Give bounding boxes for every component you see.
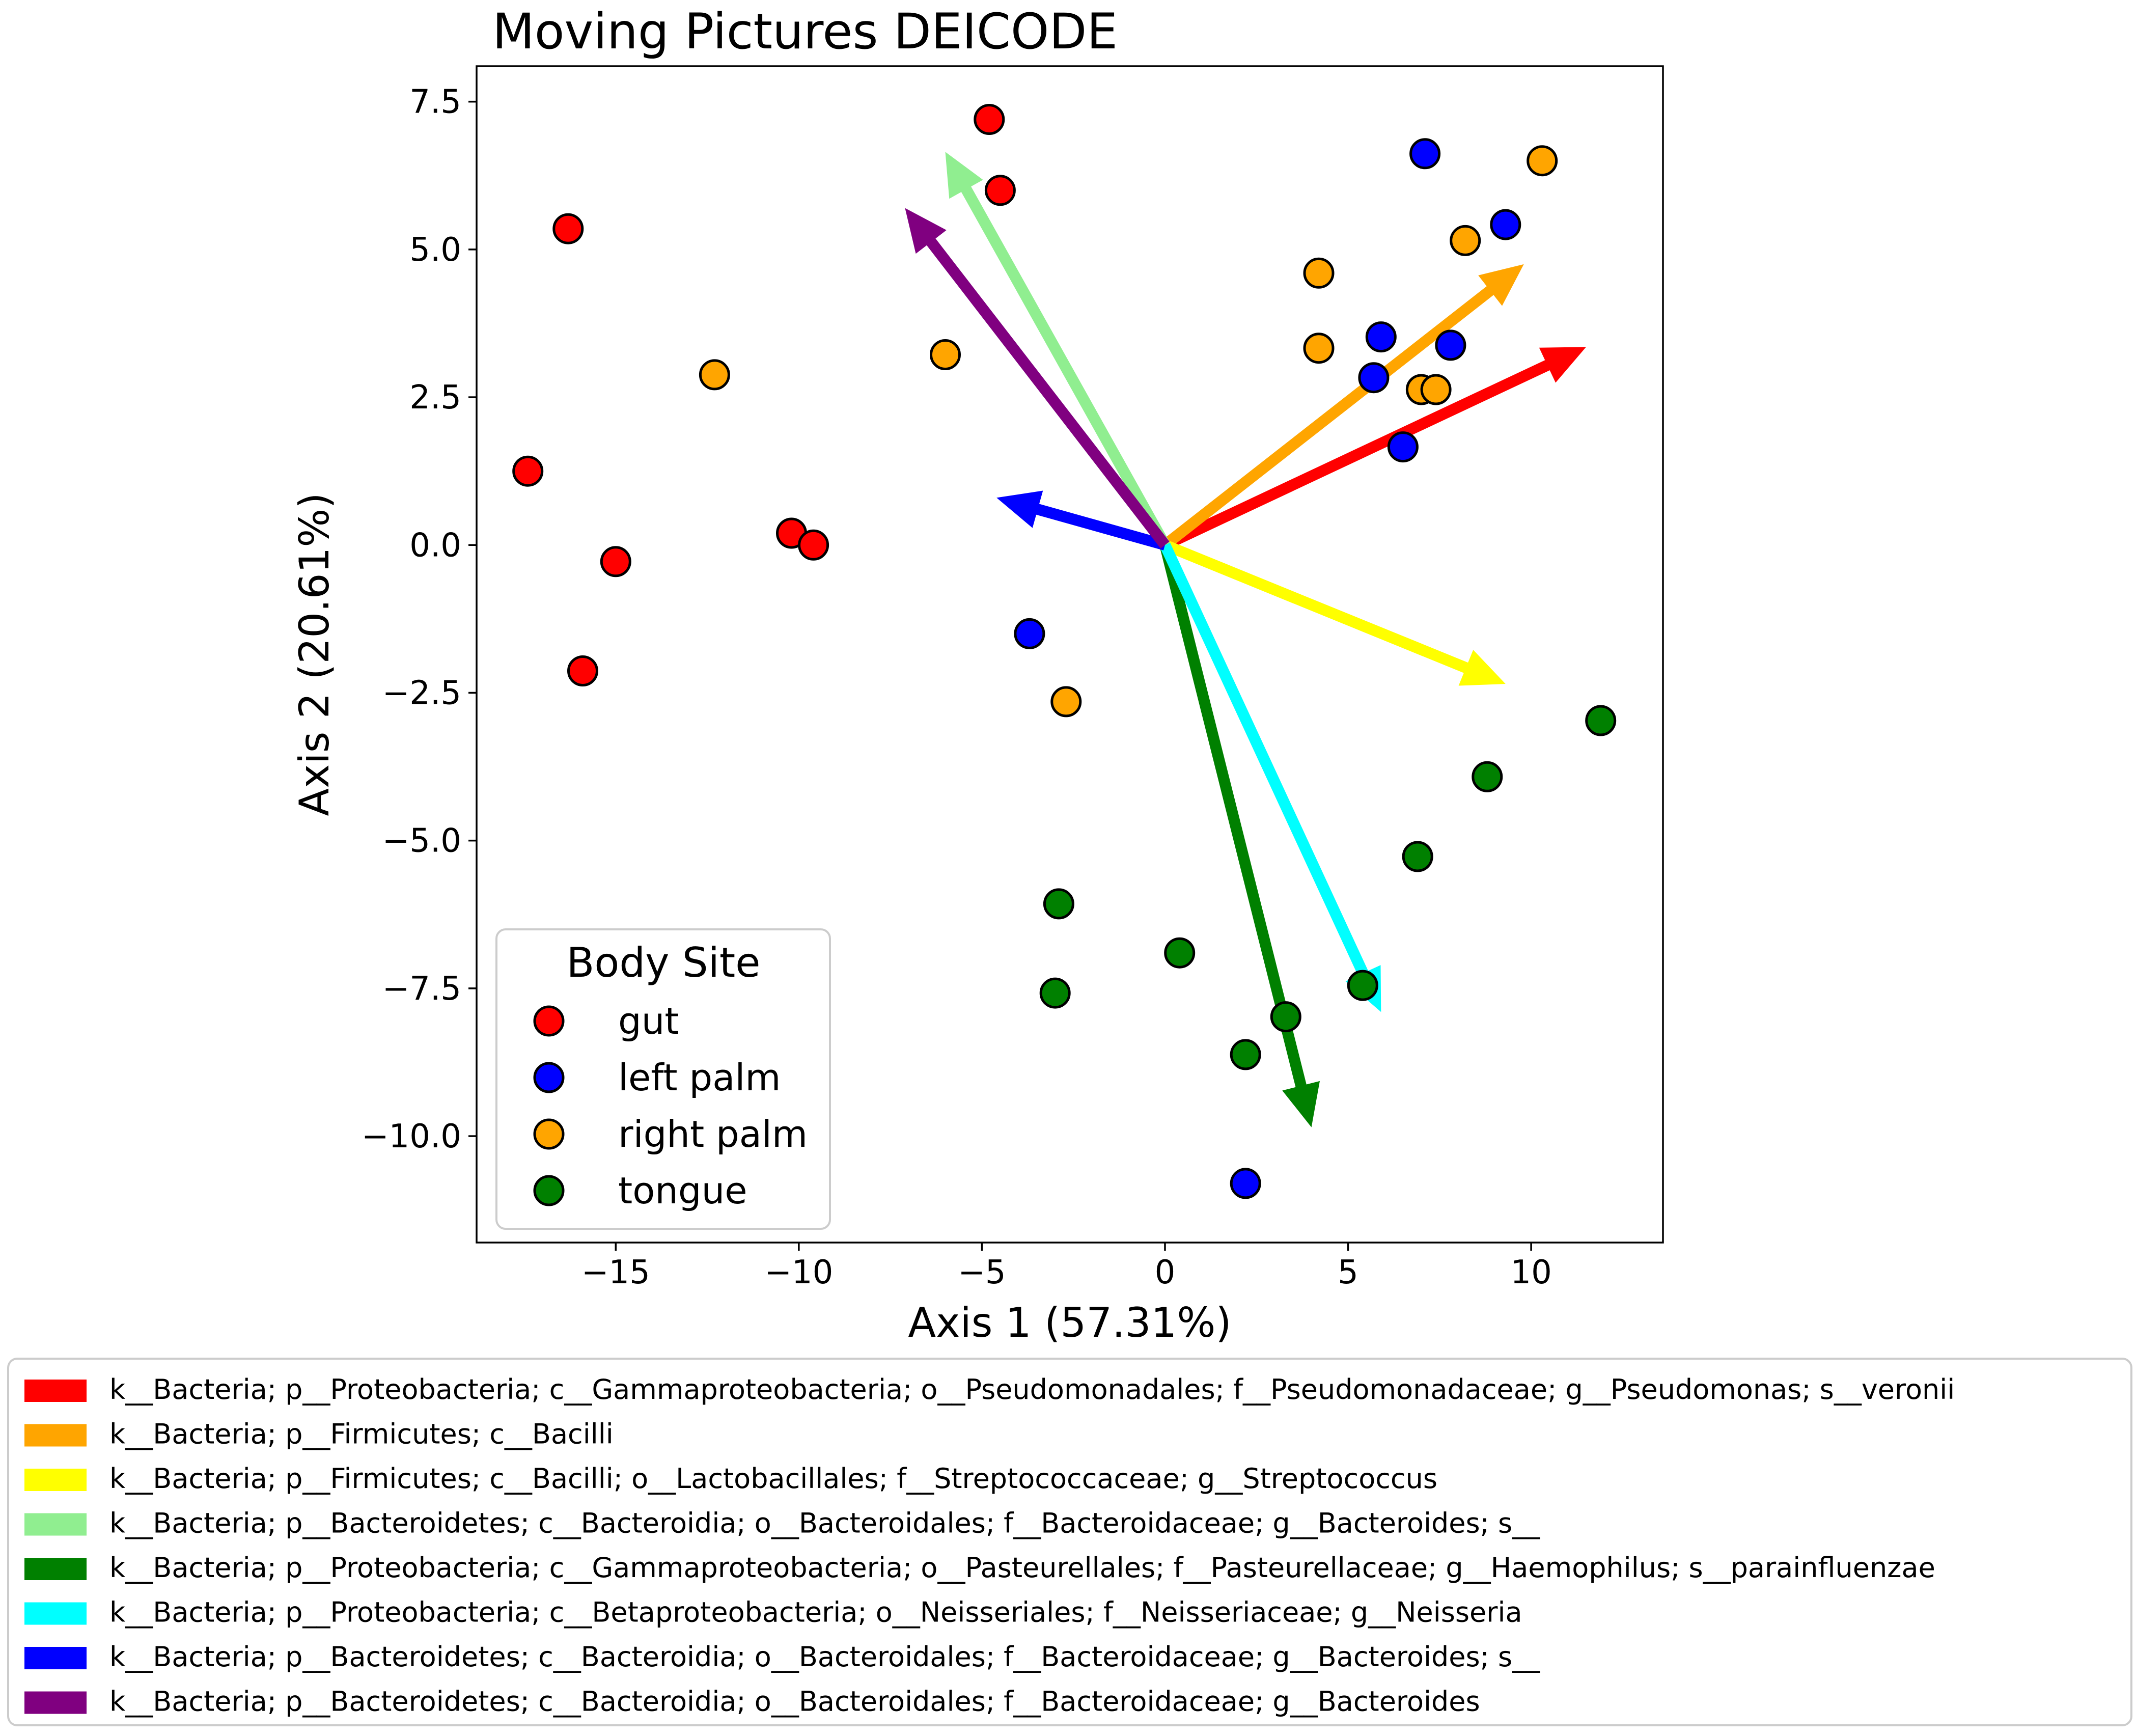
y-tick-label: −10.0 [362,1118,461,1155]
legend-marker-gut [533,1005,565,1037]
point-tongue-4 [1347,970,1378,1001]
y-tick-label: −2.5 [382,674,461,712]
y-tick-label: 7.5 [409,84,461,121]
y-tick-label: 2.5 [409,379,461,417]
point-gut-5 [600,546,631,577]
taxon-legend-label-1: k__Bacteria; p__Proteobacteria; c__Gamma… [109,1373,1955,1406]
taxon-legend-label-6: k__Bacteria; p__Proteobacteria; c__Betap… [109,1596,1522,1629]
loading-arrow-5 [1159,543,1320,1127]
point-left-palm-3 [1365,321,1397,353]
y-tick-label: −7.5 [382,970,461,1008]
legend-marker-left-palm [533,1062,565,1093]
legend-label-left-palm: left palm [618,1056,781,1099]
body-site-legend-box [495,928,831,1230]
loading-arrow-1 [1162,347,1586,550]
taxon-legend-swatch-6 [24,1602,87,1625]
x-tick-label: −10 [764,1254,833,1291]
loading-arrow-7 [996,490,1167,550]
taxon-legend-swatch-3 [24,1469,87,1491]
point-left-palm-2 [1490,209,1521,240]
point-tongue-7 [1164,937,1196,969]
legend-marker-tongue [533,1175,565,1206]
point-right-palm-4 [1303,333,1335,364]
loading-arrow-2 [1161,264,1524,549]
point-gut-3 [552,213,584,244]
point-right-palm-7 [930,339,961,370]
point-tongue-8 [1043,888,1074,920]
y-tick-label: −5.0 [382,822,461,860]
point-tongue-6 [1230,1039,1261,1070]
taxon-legend-label-3: k__Bacteria; p__Firmicutes; c__Bacilli; … [109,1463,1437,1495]
point-left-palm-4 [1435,329,1466,361]
x-tick-label: 5 [1338,1254,1358,1291]
point-tongue-5 [1270,1001,1301,1033]
taxon-legend-swatch-4 [24,1513,87,1536]
taxon-legend-swatch-7 [24,1647,87,1669]
taxon-legend-label-5: k__Bacteria; p__Proteobacteria; c__Gamma… [109,1552,1935,1584]
point-right-palm-2 [1450,225,1481,256]
taxon-legend-label-8: k__Bacteria; p__Bacteroidetes; c__Bacter… [109,1686,1480,1718]
taxon-legend-swatch-2 [24,1424,87,1447]
point-right-palm-6 [1420,374,1452,405]
taxon-legend-swatch-5 [24,1558,87,1580]
plot-frame [476,65,1664,1244]
point-gut-1 [974,104,1005,135]
point-right-palm-8 [699,359,730,391]
point-right-palm-3 [1303,257,1335,289]
loading-arrow-4 [945,152,1170,548]
point-tongue-9 [1039,977,1071,1009]
x-tick-label: 10 [1510,1254,1551,1291]
body-site-legend-title: Body Site [567,939,761,986]
point-left-palm-7 [1014,618,1045,649]
loading-arrow-3 [1162,540,1506,686]
taxon-legend-swatch-8 [24,1691,87,1714]
point-gut-8 [798,529,829,561]
point-tongue-2 [1472,761,1503,792]
taxon-legend-swatch-1 [24,1380,87,1402]
y-axis-ticks: 7.5 5.0 2.5 0.0 −2.5 −5.0 −7.5 −10.0 [362,84,477,1155]
point-right-palm-1 [1527,145,1558,177]
x-axis-label: Axis 1 (57.31%) [908,1299,1231,1346]
point-tongue-3 [1402,841,1433,872]
taxon-legend-label-2: k__Bacteria; p__Firmicutes; c__Bacilli [109,1418,614,1450]
loading-arrow-8 [905,208,1170,549]
body-site-legend: Body Site gut left palm right palm tongue [495,928,831,1230]
point-gut-2 [984,175,1016,206]
y-tick-label: 5.0 [409,231,461,269]
point-right-palm-9 [1050,686,1082,718]
x-axis-ticks: −15 −10 −5 0 5 10 [581,1243,1552,1291]
point-gut-6 [567,655,598,686]
chart-title: Moving Pictures DEICODE [492,3,1118,60]
point-tongue-1 [1585,705,1617,736]
y-axis-label: Axis 2 (20.61%) [291,492,338,816]
point-left-palm-8 [1230,1168,1261,1199]
taxon-legend-label-4: k__Bacteria; p__Bacteroidetes; c__Bacter… [109,1507,1540,1539]
point-left-palm-1 [1409,138,1441,170]
legend-label-gut: gut [618,1000,679,1042]
sample-points [512,104,1617,1199]
point-gut-4 [512,455,544,487]
legend-label-tongue: tongue [618,1169,747,1212]
taxon-arrow-legend-box [7,1358,2132,1726]
x-tick-label: −15 [581,1254,650,1291]
loading-arrow-6 [1160,542,1381,1012]
taxon-legend-label-7: k__Bacteria; p__Bacteroidetes; c__Bacter… [109,1641,1540,1673]
x-tick-label: −5 [958,1254,1006,1291]
legend-label-right-palm: right palm [618,1113,808,1155]
legend-marker-right-palm [533,1118,565,1150]
y-tick-label: 0.0 [409,527,461,564]
loading-arrows [905,152,1586,1127]
point-left-palm-5 [1358,362,1390,394]
point-left-palm-6 [1387,431,1419,463]
x-tick-label: 0 [1155,1254,1176,1291]
taxon-arrow-legend: k__Bacteria; p__Proteobacteria; c__Gamma… [7,1358,2132,1726]
